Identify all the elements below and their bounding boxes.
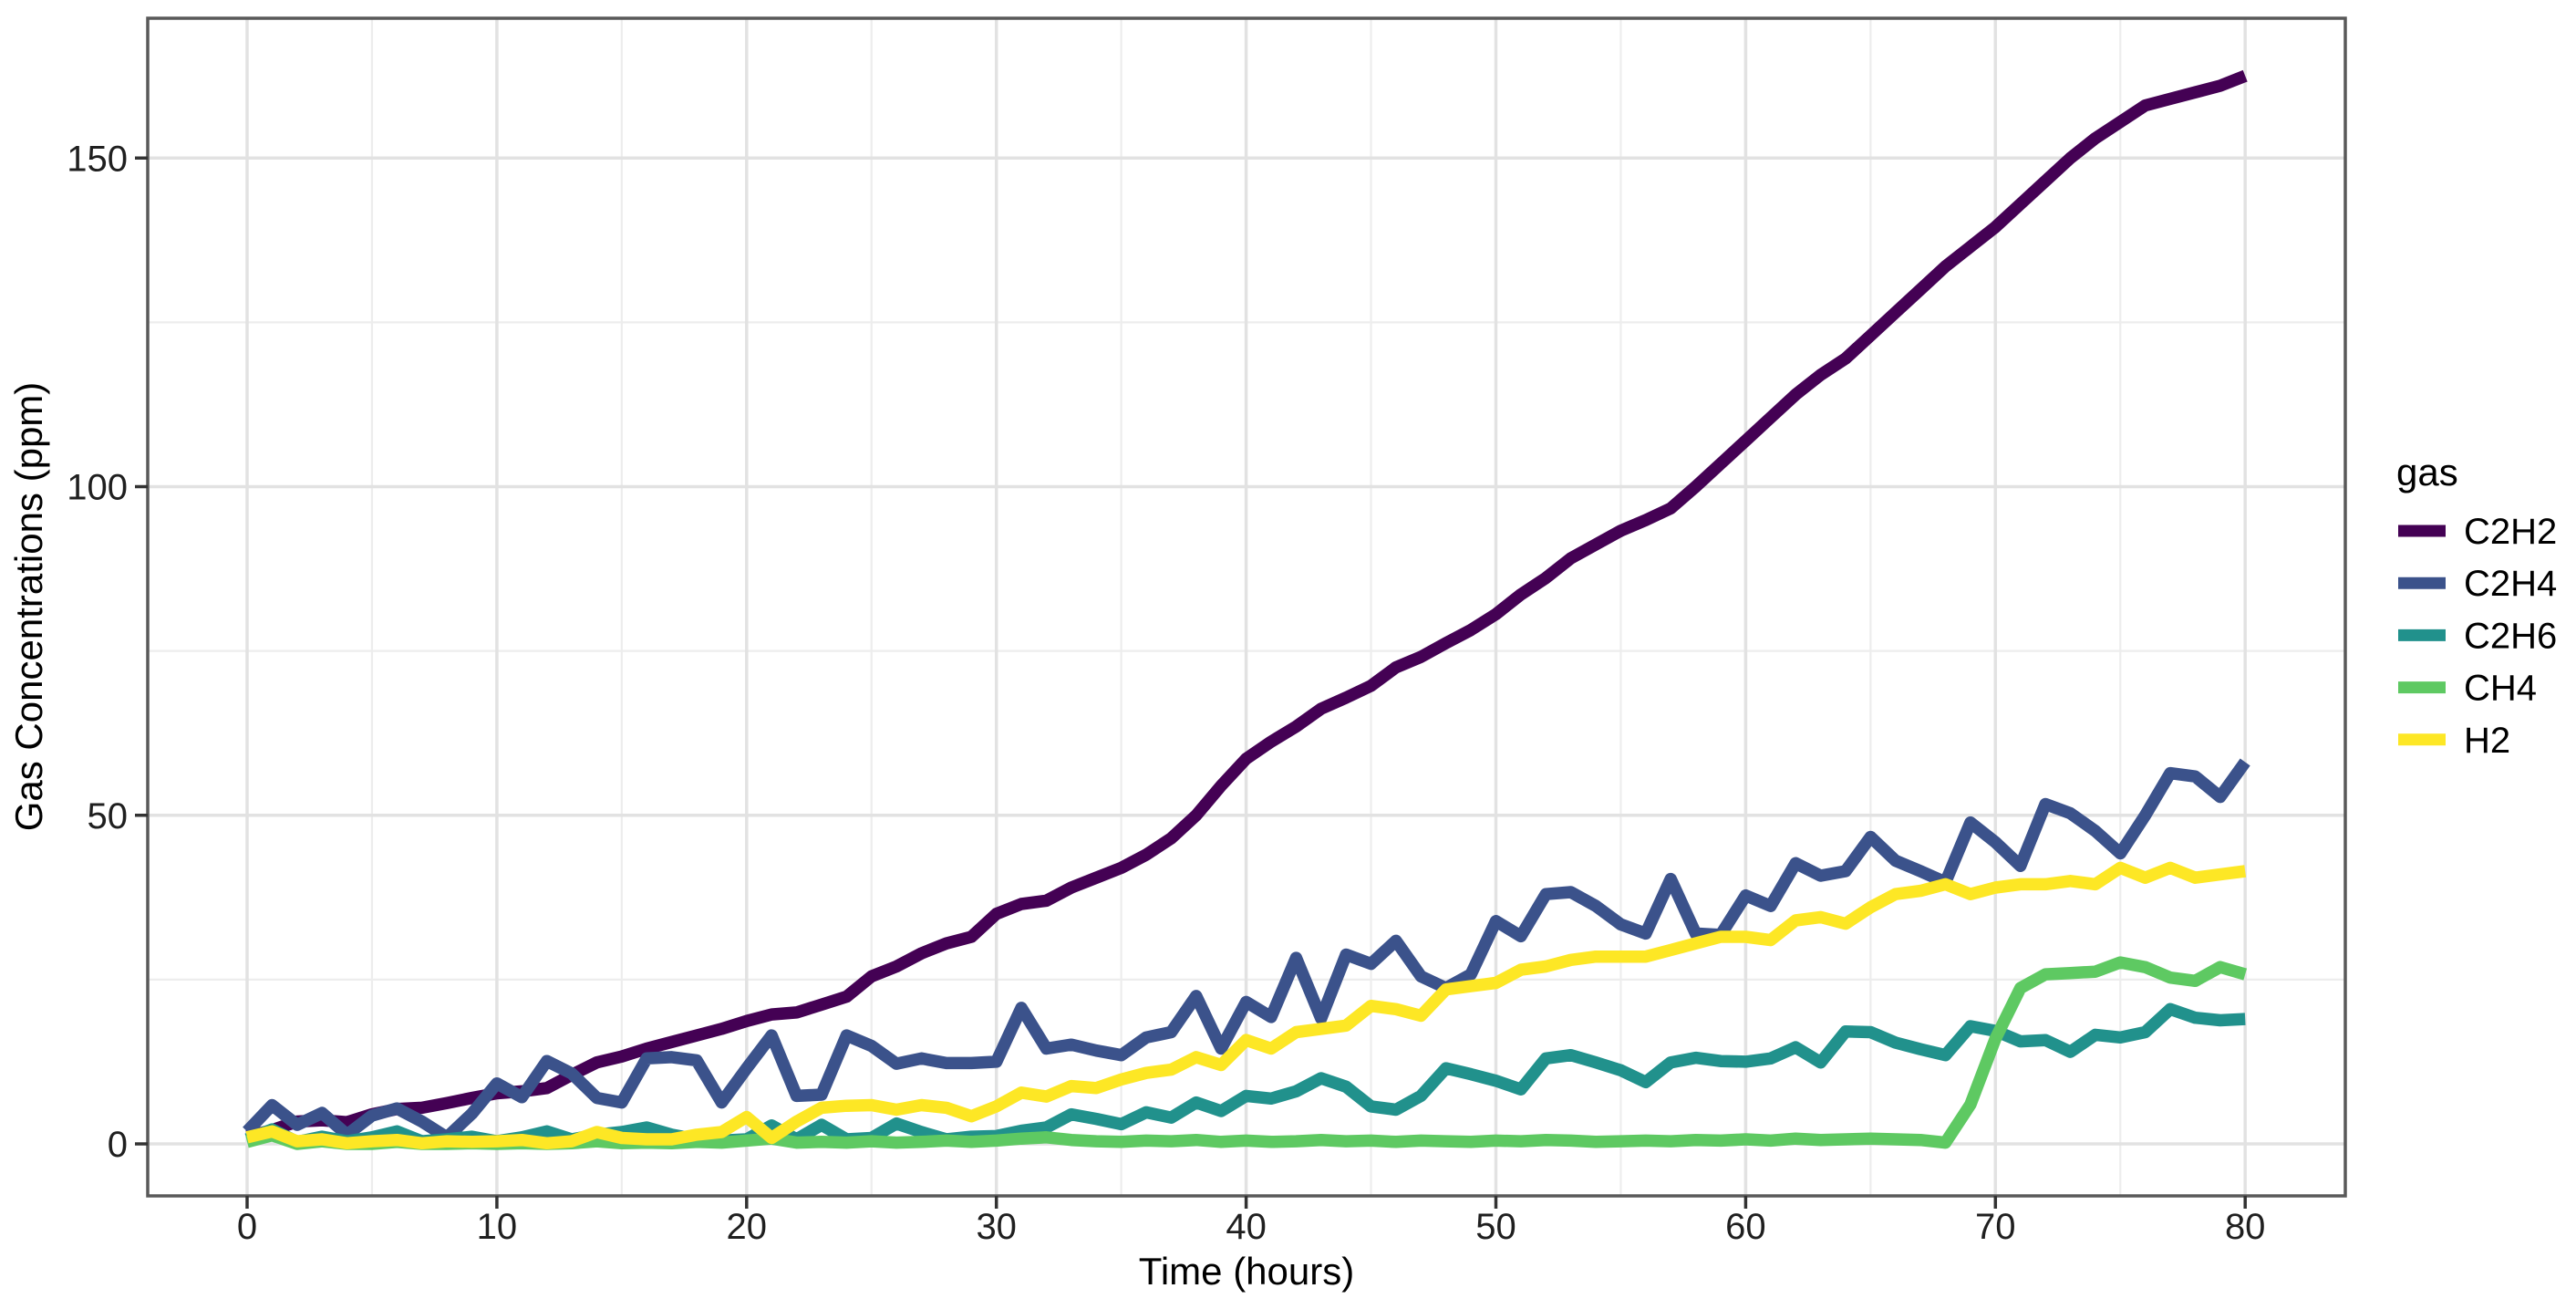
major-gridlines bbox=[148, 18, 2345, 1196]
legend-label-C2H4: C2H4 bbox=[2464, 564, 2557, 604]
x-tick-label: 0 bbox=[237, 1207, 257, 1247]
legend-items: C2H2 C2H4 C2H6 CH4 H2 bbox=[2398, 512, 2557, 761]
x-tick-labels: 0 10 20 30 40 50 60 70 80 bbox=[237, 1207, 2266, 1247]
legend-label-CH4: CH4 bbox=[2464, 669, 2537, 709]
axis-ticks bbox=[135, 156, 2247, 1209]
series-line-C2H2 bbox=[245, 69, 2248, 1143]
legend-item-H2: H2 bbox=[2398, 721, 2510, 761]
legend-item-C2H6: C2H6 bbox=[2398, 616, 2557, 656]
x-tick-label: 30 bbox=[976, 1207, 1017, 1247]
y-tick-label: 50 bbox=[88, 796, 129, 836]
legend-label-H2: H2 bbox=[2464, 721, 2510, 761]
legend-item-CH4: CH4 bbox=[2398, 669, 2537, 709]
x-tick-label: 80 bbox=[2225, 1207, 2266, 1247]
series-lines bbox=[243, 69, 2250, 1150]
y-tick-label: 100 bbox=[67, 468, 128, 508]
y-tick-labels: 0 50 100 150 bbox=[67, 139, 128, 1165]
legend: gas C2H2 C2H4 C2H6 CH4 H2 bbox=[2396, 451, 2557, 761]
x-tick-label: 60 bbox=[1725, 1207, 1766, 1247]
x-axis-title: Time (hours) bbox=[1139, 1250, 1354, 1293]
x-tick-label: 10 bbox=[477, 1207, 518, 1247]
y-tick-label: 150 bbox=[67, 139, 128, 179]
legend-item-C2H2: C2H2 bbox=[2398, 512, 2557, 552]
legend-label-C2H6: C2H6 bbox=[2464, 616, 2557, 656]
x-tick-label: 50 bbox=[1475, 1207, 1516, 1247]
legend-title: gas bbox=[2396, 451, 2458, 493]
series-line-H2 bbox=[245, 861, 2247, 1150]
y-axis-title: Gas Concentrations (ppm) bbox=[7, 382, 50, 832]
legend-item-C2H4: C2H4 bbox=[2398, 564, 2557, 604]
x-tick-label: 20 bbox=[727, 1207, 768, 1247]
x-tick-label: 40 bbox=[1226, 1207, 1267, 1247]
series-line-C2H4 bbox=[243, 758, 2250, 1144]
legend-label-C2H2: C2H2 bbox=[2464, 512, 2557, 552]
y-tick-label: 0 bbox=[108, 1125, 128, 1165]
x-tick-label: 70 bbox=[1975, 1207, 2016, 1247]
